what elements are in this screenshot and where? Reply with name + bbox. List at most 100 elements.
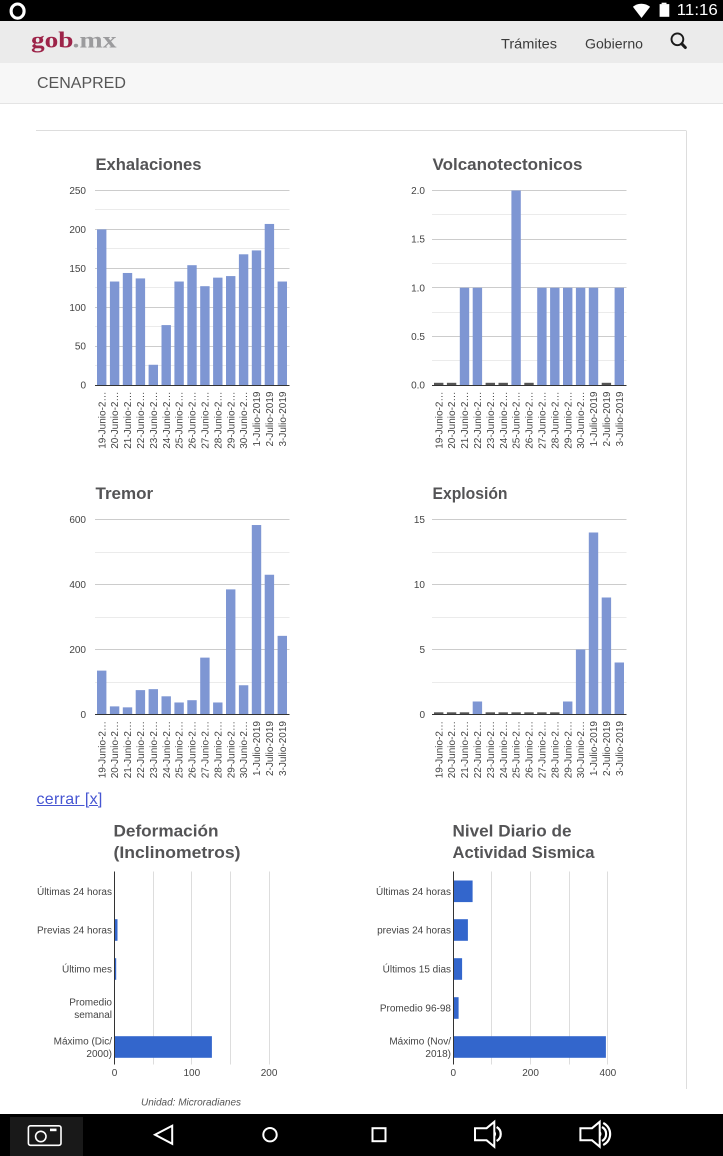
svg-text:29-Junio-2…: 29-Junio-2… [226,721,237,778]
svg-text:21-Junio-2…: 21-Junio-2… [460,721,471,778]
svg-text:Máximo (Nov/: Máximo (Nov/ [389,1037,451,1048]
svg-text:24-Junio-2…: 24-Junio-2… [162,392,173,449]
svg-text:1.0: 1.0 [411,283,425,294]
svg-text:2018): 2018) [425,1049,451,1060]
svg-text:1-Julio-2019: 1-Julio-2019 [589,391,600,446]
svg-text:25-Junio-2…: 25-Junio-2… [175,392,186,449]
svg-text:20-Junio-2…: 20-Junio-2… [447,721,458,778]
svg-text:2-Julio-2019: 2-Julio-2019 [265,721,276,776]
svg-text:0: 0 [112,1068,118,1079]
svg-text:1-Julio-2019: 1-Julio-2019 [252,391,263,446]
svg-text:2.0: 2.0 [411,186,425,197]
svg-text:21-Junio-2…: 21-Junio-2… [123,721,134,778]
svg-text:1-Julio-2019: 1-Julio-2019 [252,721,263,776]
svg-text:29-Junio-2…: 29-Junio-2… [563,721,574,778]
svg-text:600: 600 [69,515,86,526]
svg-text:25-Junio-2…: 25-Junio-2… [512,392,523,449]
svg-text:24-Junio-2…: 24-Junio-2… [499,721,510,778]
svg-text:Actividad Sismica: Actividad Sismica [453,843,596,862]
svg-text:28-Junio-2…: 28-Junio-2… [550,392,561,449]
svg-text:0: 0 [451,1068,457,1079]
svg-text:28-Junio-2…: 28-Junio-2… [213,721,224,778]
svg-text:23-Junio-2…: 23-Junio-2… [149,721,160,778]
svg-text:Máximo (Dic/: Máximo (Dic/ [54,1037,113,1048]
svg-text:Trámites: Trámites [501,36,557,52]
svg-text:20-Junio-2…: 20-Junio-2… [110,392,121,449]
svg-text:.mx: .mx [73,28,118,53]
svg-text:26-Junio-2…: 26-Junio-2… [525,721,536,778]
svg-text:25-Junio-2…: 25-Junio-2… [175,721,186,778]
svg-text:Tremor: Tremor [96,484,154,503]
svg-text:25-Junio-2…: 25-Junio-2… [512,721,523,778]
svg-text:19-Junio-2…: 19-Junio-2… [434,392,445,449]
svg-text:20-Junio-2…: 20-Junio-2… [447,392,458,449]
svg-text:Nivel Diario de: Nivel Diario de [453,822,572,841]
svg-text:Volcanotectonicos: Volcanotectonicos [433,155,583,174]
svg-text:2000): 2000) [86,1049,112,1060]
svg-text:15: 15 [414,515,426,526]
svg-text:0.0: 0.0 [411,381,425,392]
svg-text:gob: gob [31,28,74,53]
svg-text:28-Junio-2…: 28-Junio-2… [550,721,561,778]
svg-text:(Inclinometros): (Inclinometros) [114,843,241,862]
svg-text:Último mes: Último mes [62,963,112,976]
svg-text:26-Junio-2…: 26-Junio-2… [188,392,199,449]
svg-text:10: 10 [414,580,426,591]
svg-text:Últimos 15 dias: Últimos 15 dias [383,963,451,976]
svg-text:200: 200 [261,1068,278,1079]
svg-text:27-Junio-2…: 27-Junio-2… [201,721,212,778]
svg-text:24-Junio-2…: 24-Junio-2… [499,392,510,449]
svg-text:22-Junio-2…: 22-Junio-2… [136,721,147,778]
svg-text:200: 200 [69,225,86,236]
svg-text:Previas 24 horas: Previas 24 horas [37,926,112,937]
svg-text:22-Junio-2…: 22-Junio-2… [136,392,147,449]
svg-text:5: 5 [419,645,425,656]
svg-text:24-Junio-2…: 24-Junio-2… [162,721,173,778]
svg-text:27-Junio-2…: 27-Junio-2… [201,392,212,449]
svg-text:27-Junio-2…: 27-Junio-2… [538,721,549,778]
svg-text:2-Julio-2019: 2-Julio-2019 [265,391,276,446]
svg-text:1-Julio-2019: 1-Julio-2019 [589,721,600,776]
svg-text:19-Junio-2…: 19-Junio-2… [97,392,108,449]
svg-text:2-Julio-2019: 2-Julio-2019 [602,391,613,446]
svg-text:Últimas 24 horas: Últimas 24 horas [376,885,451,898]
svg-text:Exhalaciones: Exhalaciones [96,155,202,174]
svg-text:3-Julio-2019: 3-Julio-2019 [615,721,626,776]
svg-text:400: 400 [600,1068,617,1079]
svg-text:150: 150 [69,264,86,275]
svg-text:3-Julio-2019: 3-Julio-2019 [278,391,289,446]
svg-text:3-Julio-2019: 3-Julio-2019 [278,721,289,776]
svg-text:Explosión: Explosión [433,484,508,503]
svg-text:30-Junio-2…: 30-Junio-2… [239,721,250,778]
svg-text:Promedio: Promedio [69,998,112,1009]
svg-text:400: 400 [69,580,86,591]
svg-text:30-Junio-2…: 30-Junio-2… [239,392,250,449]
svg-text:previas 24 horas: previas 24 horas [377,926,451,937]
svg-text:26-Junio-2…: 26-Junio-2… [188,721,199,778]
svg-text:11:16: 11:16 [677,2,718,19]
svg-text:21-Junio-2…: 21-Junio-2… [123,392,134,449]
svg-text:29-Junio-2…: 29-Junio-2… [563,392,574,449]
svg-text:30-Junio-2…: 30-Junio-2… [576,721,587,778]
svg-text:Últimas 24 horas: Últimas 24 horas [37,885,112,898]
svg-text:100: 100 [69,303,86,314]
svg-text:200: 200 [69,645,86,656]
svg-text:22-Junio-2…: 22-Junio-2… [473,721,484,778]
svg-text:0: 0 [80,381,86,392]
svg-text:Deformación: Deformación [114,822,219,841]
svg-text:50: 50 [75,342,87,353]
svg-text:Unidad: Microradianes: Unidad: Microradianes [141,1098,241,1109]
svg-text:20-Junio-2…: 20-Junio-2… [110,721,121,778]
svg-text:Promedio 96-98: Promedio 96-98 [380,1004,452,1015]
svg-text:23-Junio-2…: 23-Junio-2… [486,721,497,778]
svg-text:0.5: 0.5 [411,332,425,343]
svg-text:30-Junio-2…: 30-Junio-2… [576,392,587,449]
svg-text:0: 0 [80,710,86,721]
svg-text:28-Junio-2…: 28-Junio-2… [213,392,224,449]
svg-text:250: 250 [69,186,86,197]
svg-text:0: 0 [419,710,425,721]
svg-text:21-Junio-2…: 21-Junio-2… [460,392,471,449]
svg-text:Gobierno: Gobierno [585,36,643,52]
svg-text:19-Junio-2…: 19-Junio-2… [97,721,108,778]
svg-text:23-Junio-2…: 23-Junio-2… [486,392,497,449]
